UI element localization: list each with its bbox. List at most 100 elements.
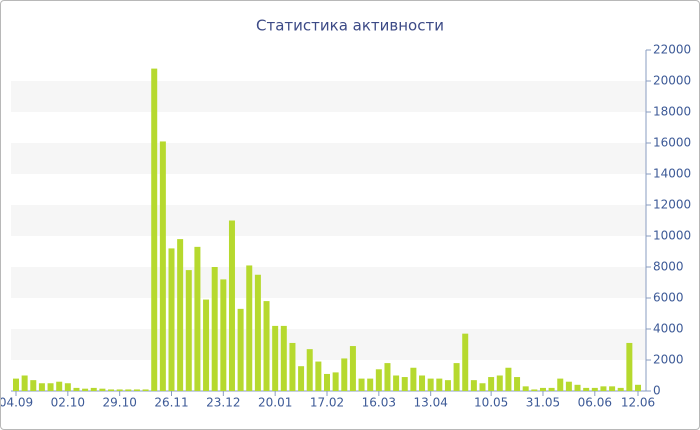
y-tick-label: 0 xyxy=(653,384,661,398)
bar xyxy=(444,380,451,391)
bar xyxy=(626,342,633,391)
y-tick-label: 4000 xyxy=(653,322,684,336)
bar xyxy=(384,363,391,391)
bar xyxy=(125,389,132,391)
bar xyxy=(548,387,555,391)
bar xyxy=(30,380,37,391)
y-tick-label: 16000 xyxy=(653,136,691,150)
bar xyxy=(488,377,495,391)
bar xyxy=(479,383,486,391)
grid-band xyxy=(11,81,646,112)
bar xyxy=(367,378,374,391)
bar xyxy=(557,378,564,391)
bar xyxy=(324,373,330,391)
bar xyxy=(64,383,71,391)
y-tick-label: 14000 xyxy=(653,167,691,181)
x-tick-label: 13.04 xyxy=(413,396,447,410)
x-tick-label: 04.09 xyxy=(1,396,33,410)
y-tick-label: 2000 xyxy=(653,353,684,367)
bar xyxy=(315,361,322,391)
y-tick-label: 18000 xyxy=(653,105,691,119)
bar xyxy=(254,274,261,391)
bar xyxy=(505,367,512,391)
bar xyxy=(108,389,115,391)
chart-title: Статистика активности xyxy=(256,17,444,35)
bar xyxy=(228,220,235,391)
bar xyxy=(591,387,598,391)
bar xyxy=(496,375,503,391)
bar xyxy=(514,377,521,391)
bar xyxy=(617,387,624,391)
x-tick-label: 29.10 xyxy=(102,396,136,410)
bar xyxy=(99,388,106,391)
bar xyxy=(13,378,19,391)
bar xyxy=(21,375,28,391)
bar xyxy=(203,299,210,391)
bar xyxy=(393,375,400,391)
bar xyxy=(237,308,244,391)
bar xyxy=(341,358,348,391)
bar xyxy=(263,301,270,391)
bar xyxy=(185,270,192,391)
x-tick-label: 26.11 xyxy=(154,396,188,410)
bar xyxy=(358,378,365,391)
bar xyxy=(298,366,305,391)
grid-band xyxy=(11,205,646,236)
x-tick-label: 31.05 xyxy=(526,396,560,410)
bar xyxy=(401,377,408,391)
bar xyxy=(73,387,80,391)
bar xyxy=(38,383,45,391)
bar xyxy=(583,387,590,391)
bar xyxy=(470,380,477,391)
bar xyxy=(332,372,339,391)
bar xyxy=(151,68,158,391)
bar xyxy=(635,384,641,391)
y-tick-label: 12000 xyxy=(653,198,691,212)
bar xyxy=(272,325,279,391)
bar xyxy=(609,386,616,391)
x-tick-label: 12.06 xyxy=(621,396,655,410)
bar xyxy=(306,349,313,391)
bar xyxy=(177,239,184,391)
bar xyxy=(410,367,417,391)
bar xyxy=(375,369,382,391)
bar xyxy=(90,387,97,391)
bar xyxy=(436,378,443,391)
x-tick-label: 06.06 xyxy=(578,396,612,410)
bar xyxy=(427,378,434,391)
grid-band xyxy=(11,267,646,298)
y-tick-label: 6000 xyxy=(653,291,684,305)
bar xyxy=(211,267,218,391)
bar xyxy=(600,386,607,391)
x-tick-label: 10.05 xyxy=(474,396,508,410)
bar xyxy=(82,388,89,391)
bar xyxy=(349,346,356,391)
bar xyxy=(168,248,175,391)
grid-band xyxy=(11,143,646,174)
bar xyxy=(116,389,123,391)
x-tick-label: 23.12 xyxy=(206,396,240,410)
bar xyxy=(289,342,296,391)
y-tick-label: 10000 xyxy=(653,229,691,243)
y-tick-label: 20000 xyxy=(653,74,691,88)
grid-band xyxy=(11,329,646,360)
y-tick-label: 22000 xyxy=(653,43,691,57)
bar xyxy=(522,386,529,391)
bar xyxy=(56,381,63,391)
bar xyxy=(220,279,227,391)
x-tick-label: 17.02 xyxy=(310,396,344,410)
bar xyxy=(462,333,469,391)
y-tick-label: 8000 xyxy=(653,260,684,274)
bar xyxy=(194,246,201,391)
bar xyxy=(574,384,581,391)
x-tick-label: 02.10 xyxy=(51,396,85,410)
bar xyxy=(159,141,166,391)
x-tick-label: 16.03 xyxy=(362,396,396,410)
bar xyxy=(539,387,546,391)
bar xyxy=(47,383,54,391)
bar xyxy=(565,381,572,391)
bar xyxy=(133,389,140,391)
bar xyxy=(531,389,538,391)
